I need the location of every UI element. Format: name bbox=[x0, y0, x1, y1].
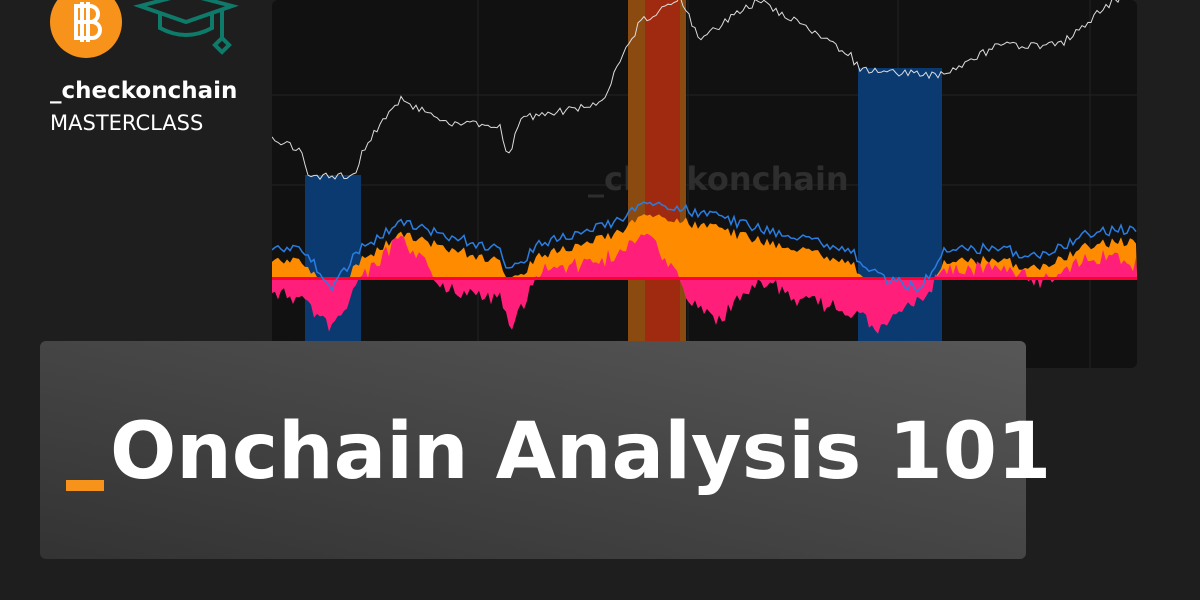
title-underscore bbox=[66, 480, 104, 491]
brand-name: _checkonchain bbox=[50, 78, 237, 104]
brand-subtitle: MASTERCLASS bbox=[50, 111, 203, 135]
blue-line bbox=[272, 201, 1137, 293]
title-banner bbox=[40, 341, 1026, 559]
zero-line bbox=[272, 277, 1137, 280]
pink-area bbox=[272, 233, 1137, 334]
bitcoin-symbol bbox=[74, 2, 102, 42]
oscillator bbox=[272, 214, 1137, 334]
price-lines bbox=[272, 0, 1137, 293]
chart-watermark: _checkonchain bbox=[588, 160, 849, 198]
red-band bbox=[645, 0, 680, 345]
graduation-cap-icon bbox=[133, 0, 239, 55]
chart-panel: _checkonchain bbox=[272, 0, 1137, 368]
price-line bbox=[272, 0, 1137, 181]
banner-title: Onchain Analysis 101 bbox=[110, 407, 1051, 497]
orange-area bbox=[272, 214, 1137, 278]
